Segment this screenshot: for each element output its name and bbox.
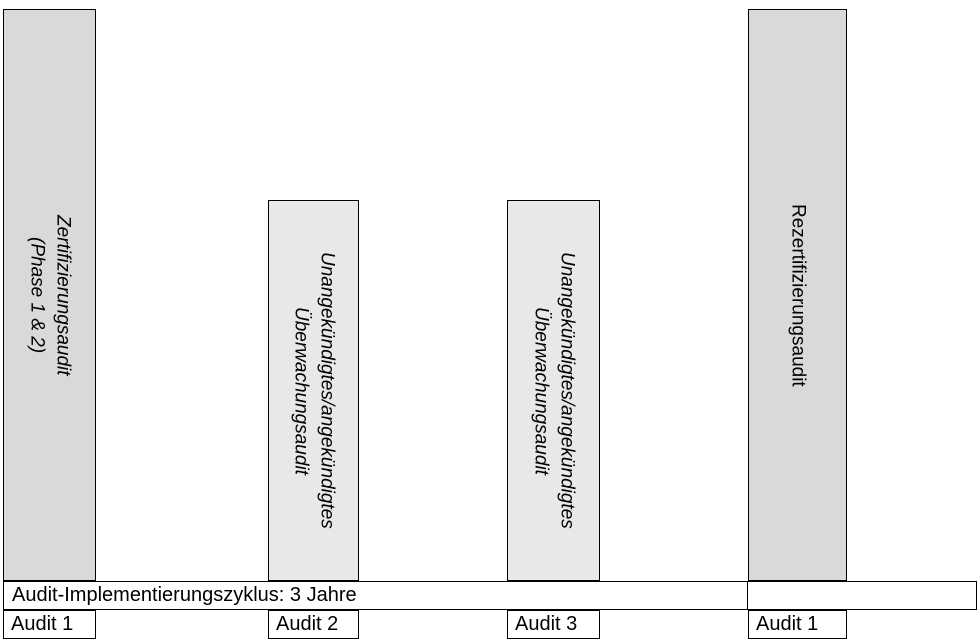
- bar-label-line: (Phase 1 & 2): [26, 236, 48, 354]
- bar-label-line: Rezertifizierungsaudit: [787, 203, 809, 387]
- bar-zertifizierungsaudit-label: Zertifizierungsaudit (Phase 1 & 2): [24, 215, 76, 376]
- bar-ueberwachungsaudit-1-label: Unangekündigtes/angekündigtes Überwachun…: [288, 252, 340, 529]
- bar-rezertifizierungsaudit-label: Rezertifizierungsaudit: [785, 204, 811, 387]
- audit-marker-label: Audit 1: [11, 613, 74, 635]
- audit-marker-label: Audit 1: [756, 613, 819, 635]
- cycle-timeline-band: Audit-Implementierungszyklus: 3 Jahre: [3, 581, 977, 610]
- cycle-timeline-label-cell: Audit-Implementierungszyklus: 3 Jahre: [4, 582, 748, 609]
- audit-marker-label: Audit 2: [276, 613, 339, 635]
- bar-label-line: Überwachungsaudit: [290, 306, 312, 475]
- bar-ueberwachungsaudit-1: Unangekündigtes/angekündigtes Überwachun…: [268, 200, 359, 581]
- bar-label-line: Unangekündigtes/angekündigtes: [556, 252, 578, 529]
- audit-marker-4: Audit 1: [748, 610, 847, 639]
- bar-rezertifizierungsaudit: Rezertifizierungsaudit: [748, 9, 847, 581]
- audit-marker-2: Audit 2: [268, 610, 359, 639]
- audit-marker-1: Audit 1: [3, 610, 96, 639]
- cycle-timeline-empty-cell: [748, 582, 976, 609]
- cycle-timeline-label: Audit-Implementierungszyklus: 3 Jahre: [12, 584, 357, 606]
- bar-label-line: Unangekündigtes/angekündigtes: [316, 252, 338, 529]
- audit-marker-3: Audit 3: [507, 610, 600, 639]
- audit-marker-label: Audit 3: [515, 613, 578, 635]
- bar-ueberwachungsaudit-2: Unangekündigtes/angekündigtes Überwachun…: [507, 200, 600, 581]
- bar-ueberwachungsaudit-2-label: Unangekündigtes/angekündigtes Überwachun…: [528, 252, 580, 529]
- bar-zertifizierungsaudit: Zertifizierungsaudit (Phase 1 & 2): [3, 9, 96, 581]
- bar-label-line: Überwachungsaudit: [530, 306, 552, 475]
- bar-label-line: Zertifizierungsaudit: [52, 214, 74, 376]
